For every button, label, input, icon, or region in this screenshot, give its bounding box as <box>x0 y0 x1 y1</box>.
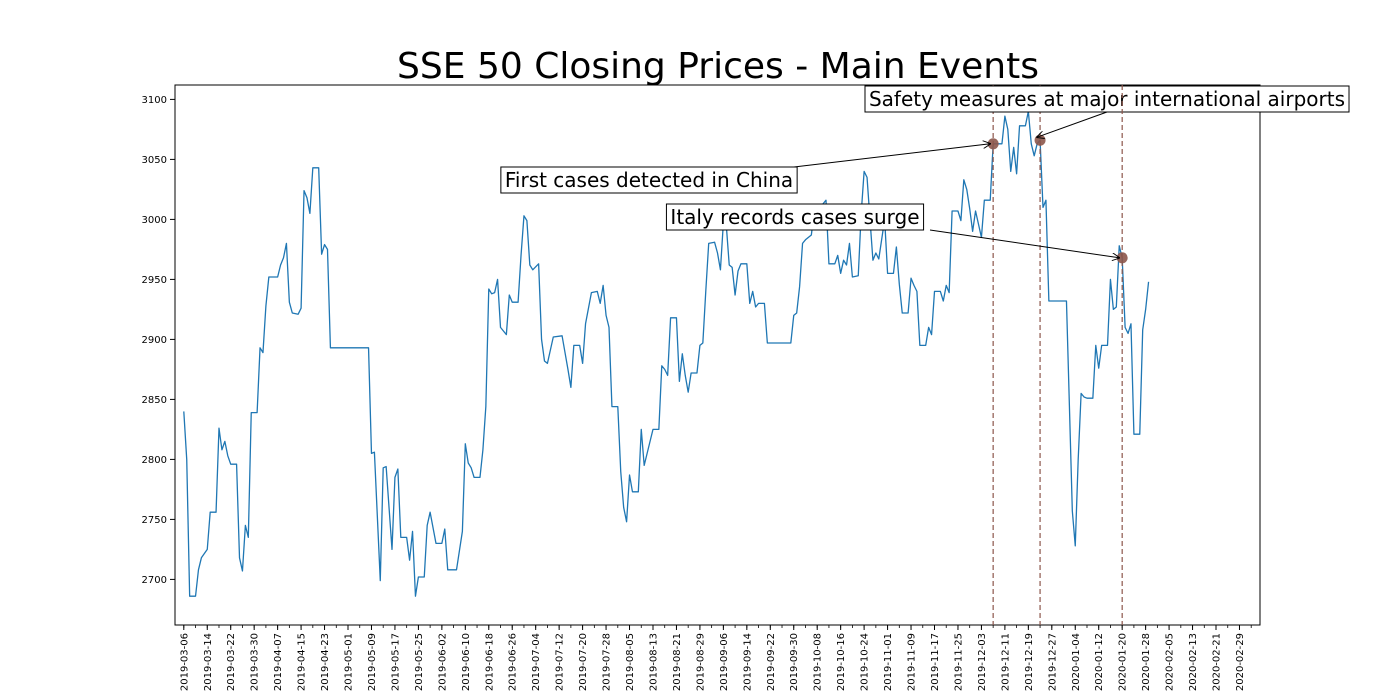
x-tick-label: 2019-11-09 <box>907 633 918 691</box>
x-tick-label: 2019-10-16 <box>836 633 847 691</box>
plot-layer: 2700 2750 2800 2850 2900 2950 3000 3050 3100 2019… <box>142 85 1349 691</box>
x-tick-label: 2019-10-24 <box>860 633 871 691</box>
event-arrow <box>794 144 990 167</box>
y-tick-label: 3000 <box>142 215 167 226</box>
y-tick-label: 3100 <box>142 95 167 106</box>
x-tick-label: 2019-06-10 <box>461 633 472 691</box>
x-tick-label: 2020-01-28 <box>1141 633 1152 691</box>
chart-title: SSE 50 Closing Prices - Main Events <box>397 46 1039 87</box>
x-tick-label: 2019-11-17 <box>930 633 941 691</box>
event-label: First cases detected in China <box>505 168 793 192</box>
x-tick-label: 2019-08-13 <box>648 633 659 691</box>
y-tick-label: 2900 <box>142 335 167 346</box>
x-tick-label: 2019-09-30 <box>789 633 800 691</box>
x-tick-label: 2019-12-03 <box>977 633 988 691</box>
x-tick-label: 2019-08-21 <box>672 633 683 691</box>
x-tick-label: 2019-03-30 <box>250 633 261 691</box>
x-tick-label: 2019-04-23 <box>320 633 331 691</box>
y-tick-label: 3050 <box>142 155 167 166</box>
x-tick-label: 2019-05-01 <box>344 633 355 691</box>
y-tick-label: 2750 <box>142 515 167 526</box>
x-tick-label: 2019-06-18 <box>484 633 495 691</box>
y-tick-label: 2950 <box>142 275 167 286</box>
x-tick-label: 2019-11-25 <box>953 633 964 691</box>
x-tick-label: 2019-09-22 <box>766 633 777 691</box>
x-tick-label: 2020-01-20 <box>1118 633 1129 691</box>
event-label: Italy records cases surge <box>670 205 919 229</box>
x-tick-label: 2020-02-13 <box>1188 633 1199 691</box>
x-tick-label: 2019-10-08 <box>813 633 824 691</box>
y-tick-label: 2850 <box>142 395 167 406</box>
x-tick-label: 2019-08-05 <box>625 633 636 691</box>
y-tick-label: 2800 <box>142 455 167 466</box>
x-tick-label: 2019-07-28 <box>602 633 613 691</box>
y-tick-label: 2700 <box>142 575 167 586</box>
x-tick-label: 2019-05-25 <box>414 633 425 691</box>
x-tick-label: 2020-02-29 <box>1235 633 1246 691</box>
x-tick-label: 2019-06-02 <box>437 633 448 691</box>
x-tick-label: 2019-04-15 <box>297 633 308 691</box>
x-tick-label: 2019-07-04 <box>531 633 542 691</box>
x-tick-label: 2019-08-29 <box>695 633 706 691</box>
x-tick-label: 2019-05-09 <box>367 633 378 691</box>
x-tick-label: 2019-06-26 <box>508 633 519 691</box>
x-tick-label: 2019-12-27 <box>1047 633 1058 691</box>
x-tick-label: 2020-01-04 <box>1071 633 1082 691</box>
x-tick-label: 2019-09-06 <box>719 633 730 691</box>
x-tick-label: 2019-12-19 <box>1024 633 1035 691</box>
event-arrow <box>930 230 1119 258</box>
x-tick-label: 2019-04-07 <box>273 633 284 691</box>
event-label: Safety measures at major international a… <box>869 87 1345 111</box>
x-tick-label: 2019-09-14 <box>742 633 753 691</box>
x-tick-label: 2019-12-11 <box>1000 633 1011 691</box>
x-tick-label: 2019-03-14 <box>203 633 214 691</box>
x-tick-label: 2020-01-12 <box>1094 633 1105 691</box>
x-tick-label: 2019-11-01 <box>883 633 894 691</box>
x-tick-label: 2019-07-20 <box>578 633 589 691</box>
x-tick-label: 2020-02-05 <box>1165 633 1176 691</box>
x-tick-label: 2019-07-12 <box>555 633 566 691</box>
x-tick-label: 2019-03-22 <box>226 633 237 691</box>
x-tick-label: 2019-05-17 <box>390 633 401 691</box>
x-tick-label: 2019-03-06 <box>179 633 190 691</box>
x-tick-label: 2020-02-21 <box>1212 633 1223 691</box>
event-arrow <box>1037 112 1107 137</box>
